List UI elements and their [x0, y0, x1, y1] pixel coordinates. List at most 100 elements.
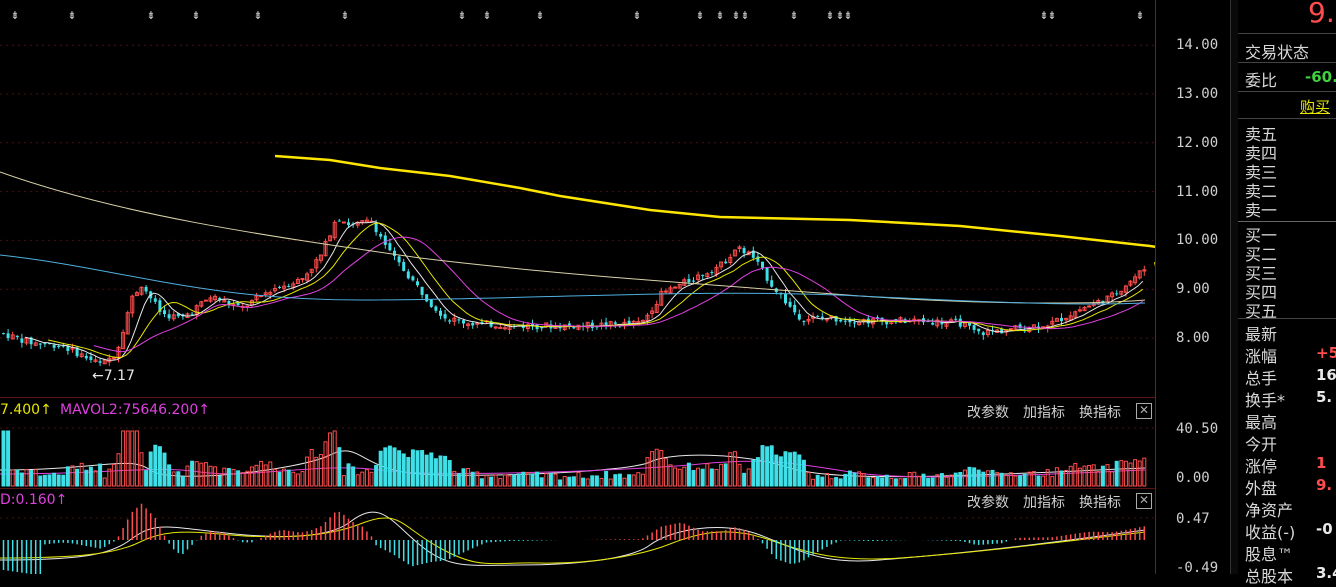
- kline-chart-area[interactable]: ⇟ ⇟ ⇟ ⇟ ⇟ ⇟ ⇟ ⇟ ⇟ ⇟ ⇟ ⇟ ⇟ ⇟ ⇟ ⇟ ⇟⇟ ⇟⇟ ⇟: [0, 0, 1155, 574]
- candle-body: [1128, 280, 1133, 286]
- candle-body: [434, 306, 438, 311]
- volume-bar: [746, 468, 751, 487]
- event-marker-icon: ⇟: [825, 9, 834, 22]
- stat-value: 1: [1316, 454, 1327, 472]
- candle-body: [696, 274, 701, 281]
- volume-bar: [893, 478, 898, 487]
- volume-bar: [880, 477, 885, 487]
- stat-label: 涨幅: [1245, 347, 1278, 366]
- volume-bar: [650, 451, 655, 487]
- volume-bar: [176, 471, 181, 487]
- volume-bar: [594, 475, 599, 487]
- candle-body: [167, 314, 171, 319]
- candle-body: [645, 314, 650, 322]
- candle-body: [926, 321, 930, 323]
- volume-bar: [548, 473, 553, 487]
- volume-bar: [1054, 467, 1059, 487]
- buy-level-label: 买三: [1245, 264, 1278, 283]
- volume-bar: [539, 477, 544, 487]
- volume-bar: [1110, 471, 1115, 487]
- trend-line: [274, 154, 1155, 248]
- volume-bar: [378, 450, 383, 487]
- volume-bar: [254, 464, 259, 487]
- candle-body: [558, 326, 562, 329]
- volume-bar: [912, 471, 917, 487]
- volume-bar: [236, 470, 241, 487]
- candle-body: [323, 241, 328, 257]
- volume-bar: [277, 471, 282, 487]
- volume-bar: [815, 474, 820, 487]
- volume-bar: [691, 470, 696, 487]
- buy-button[interactable]: 购买: [1300, 98, 1331, 116]
- candle-body: [968, 321, 971, 326]
- volume-bar: [300, 471, 305, 487]
- volume-bar: [645, 457, 650, 487]
- macd-label: D:0.160↑: [0, 492, 68, 508]
- volume-bar: [516, 473, 521, 487]
- add-indicator-button[interactable]: 加指标: [1023, 405, 1065, 421]
- volume-bar: [332, 430, 337, 487]
- volume-bar: [415, 450, 420, 487]
- event-marker-icon: ⇟: [835, 9, 844, 22]
- candle-body: [567, 323, 571, 326]
- volume-bar: [369, 471, 374, 487]
- volume-bar: [1087, 464, 1092, 487]
- candle-body: [347, 222, 350, 226]
- volume-bar: [1091, 464, 1096, 487]
- volume-bar: [429, 452, 434, 487]
- close-icon[interactable]: ✕: [1136, 493, 1152, 509]
- volume-bar: [916, 475, 921, 487]
- volume-bar: [498, 478, 503, 487]
- candle-body: [33, 342, 38, 346]
- candle-body: [79, 353, 84, 358]
- candle-body: [295, 279, 300, 285]
- moving-averages: [0, 171, 1146, 566]
- switch-indicator-button[interactable]: 换指标: [1079, 405, 1121, 421]
- volume-bar: [1031, 471, 1036, 487]
- volume-bar: [6, 430, 11, 487]
- candle-body: [640, 319, 645, 323]
- volume-bar: [843, 473, 848, 487]
- volume-bar: [829, 478, 834, 487]
- candle-body: [728, 256, 733, 263]
- pane-divider: [0, 397, 1155, 398]
- candle-body: [853, 322, 856, 324]
- candle-body: [576, 324, 581, 330]
- switch-indicator-button[interactable]: 换指标: [1079, 495, 1121, 511]
- candle-body: [38, 343, 42, 345]
- candle-body: [15, 335, 19, 338]
- event-marker-icon: ⇟: [253, 9, 262, 22]
- candle-body: [1077, 309, 1082, 312]
- volume-bar: [576, 471, 581, 487]
- candle-body: [585, 321, 590, 329]
- left-arrow-icon: ←: [92, 368, 104, 384]
- candle-body: [935, 319, 940, 327]
- volume-bar: [1128, 462, 1133, 487]
- divider: [1238, 33, 1336, 34]
- candle-body: [144, 286, 148, 292]
- volume-bar: [1027, 471, 1032, 487]
- event-marker-icon: ⇟: [482, 9, 491, 22]
- add-indicator-button[interactable]: 加指标: [1023, 495, 1065, 511]
- volume-bar: [953, 472, 958, 487]
- candle-body: [742, 248, 746, 254]
- volume-bar: [314, 456, 319, 487]
- volume-bar: [291, 471, 296, 487]
- buy-level-label: 买四: [1245, 283, 1278, 302]
- stat-value: 3.4: [1316, 564, 1336, 582]
- volume-bar: [171, 471, 176, 487]
- change-params-button[interactable]: 改参数: [967, 405, 1009, 421]
- close-icon[interactable]: ✕: [1136, 403, 1152, 419]
- volume-bar: [875, 476, 880, 487]
- change-params-button[interactable]: 改参数: [967, 495, 1009, 511]
- candle-body: [448, 320, 452, 322]
- volume-bar: [765, 446, 770, 487]
- wei-bi-value: -60.: [1305, 68, 1336, 86]
- volume-bar: [935, 474, 940, 487]
- candle-body: [502, 327, 507, 330]
- candle-body: [314, 259, 319, 269]
- candle-body: [784, 293, 787, 304]
- volume-bar: [889, 478, 894, 487]
- candle-body: [406, 271, 410, 279]
- volume-bar: [1119, 460, 1124, 487]
